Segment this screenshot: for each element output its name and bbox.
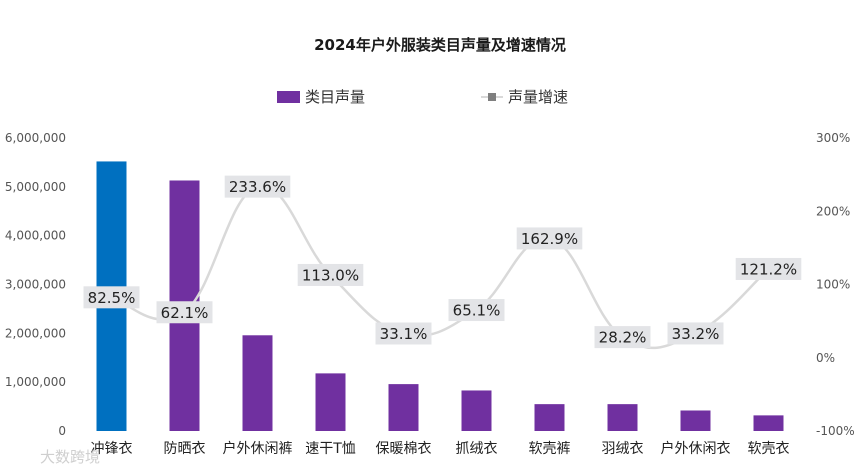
- watermark: 大数跨境: [40, 448, 100, 466]
- data-label-box: [375, 322, 432, 345]
- x-tick-label: 速干T恤: [305, 441, 356, 457]
- bar: [680, 410, 711, 431]
- bar: [607, 404, 638, 431]
- y-right-tick-label: 0%: [816, 351, 835, 365]
- y-left-tick-label: 6,000,000: [5, 131, 66, 145]
- y-right-tick-label: -100%: [816, 424, 855, 438]
- bar: [753, 415, 784, 431]
- y-right-tick-label: 200%: [816, 204, 850, 218]
- bar-series: [96, 161, 784, 431]
- y-left-tick-label: 1,000,000: [5, 375, 66, 389]
- y-left-tick-label: 4,000,000: [5, 229, 66, 243]
- data-label: 162.9%: [521, 230, 578, 248]
- bar: [388, 384, 419, 431]
- x-tick-label: 抓绒衣: [456, 441, 498, 457]
- data-label-box: [594, 326, 651, 349]
- x-tick-label: 户外休闲裤: [223, 440, 293, 457]
- y-left-tick-label: 5,000,000: [5, 180, 66, 194]
- y-left-tick-label: 3,000,000: [5, 278, 66, 292]
- y-left-tick-label: 0: [58, 424, 66, 438]
- y-axis-left: 0 1,000,000 2,000,000 3,000,000 4,000,000 5,0…: [5, 131, 66, 438]
- y-right-tick-label: 300%: [816, 131, 850, 145]
- x-tick-label: 防晒衣: [164, 441, 206, 457]
- data-label-box: [448, 299, 505, 322]
- data-label: 113.0%: [302, 266, 359, 284]
- bar: [242, 335, 273, 431]
- x-tick-label: 冲锋衣: [91, 441, 133, 457]
- data-label: 28.2%: [599, 329, 647, 347]
- legend-bar-swatch: [277, 91, 300, 103]
- data-label-box: [667, 322, 724, 345]
- data-label: 62.1%: [161, 304, 209, 322]
- y-axis-right: -100% 0% 100% 200% 300%: [816, 131, 855, 438]
- x-tick-label: 羽绒衣: [602, 441, 644, 457]
- data-label-box: [297, 263, 364, 286]
- bar: [534, 404, 565, 431]
- legend-line-label: 声量增速: [508, 88, 568, 106]
- data-label: 65.1%: [453, 302, 501, 320]
- data-label: 233.6%: [229, 178, 286, 196]
- data-label-box: [516, 227, 583, 250]
- y-left-tick-label: 2,000,000: [5, 326, 66, 340]
- data-label: 33.2%: [672, 325, 720, 343]
- data-label: 82.5%: [88, 289, 136, 307]
- data-label: 33.1%: [380, 325, 428, 343]
- legend-line-marker: [488, 93, 496, 101]
- data-label-box: [83, 286, 140, 309]
- x-tick-label: 保暖棉衣: [376, 440, 432, 457]
- x-tick-label: 软壳衣: [748, 440, 790, 457]
- data-label-box: [735, 257, 802, 280]
- data-labels: 82.5% 62.1% 233.6% 113.0% 33.1% 65.1% 162.9% 28…: [83, 175, 802, 349]
- bar: [315, 373, 346, 431]
- x-tick-label: 户外休闲衣: [661, 440, 731, 457]
- y-right-tick-label: 100%: [816, 278, 850, 292]
- x-axis: 冲锋衣 防晒衣 户外休闲裤 速干T恤 保暖棉衣 抓绒衣 软壳裤 羽绒衣 户外休闲衣 软壳衣: [91, 440, 790, 457]
- data-label-box: [224, 175, 291, 198]
- bar: [461, 390, 492, 431]
- legend-bar-label: 类目声量: [305, 88, 365, 106]
- data-label: 121.2%: [740, 260, 797, 278]
- x-tick-label: 软壳裤: [529, 440, 571, 457]
- chart-title: 2024年户外服装类目声量及增速情况: [314, 36, 566, 54]
- data-label-box: [156, 301, 213, 324]
- legend: 类目声量 声量增速: [277, 88, 568, 106]
